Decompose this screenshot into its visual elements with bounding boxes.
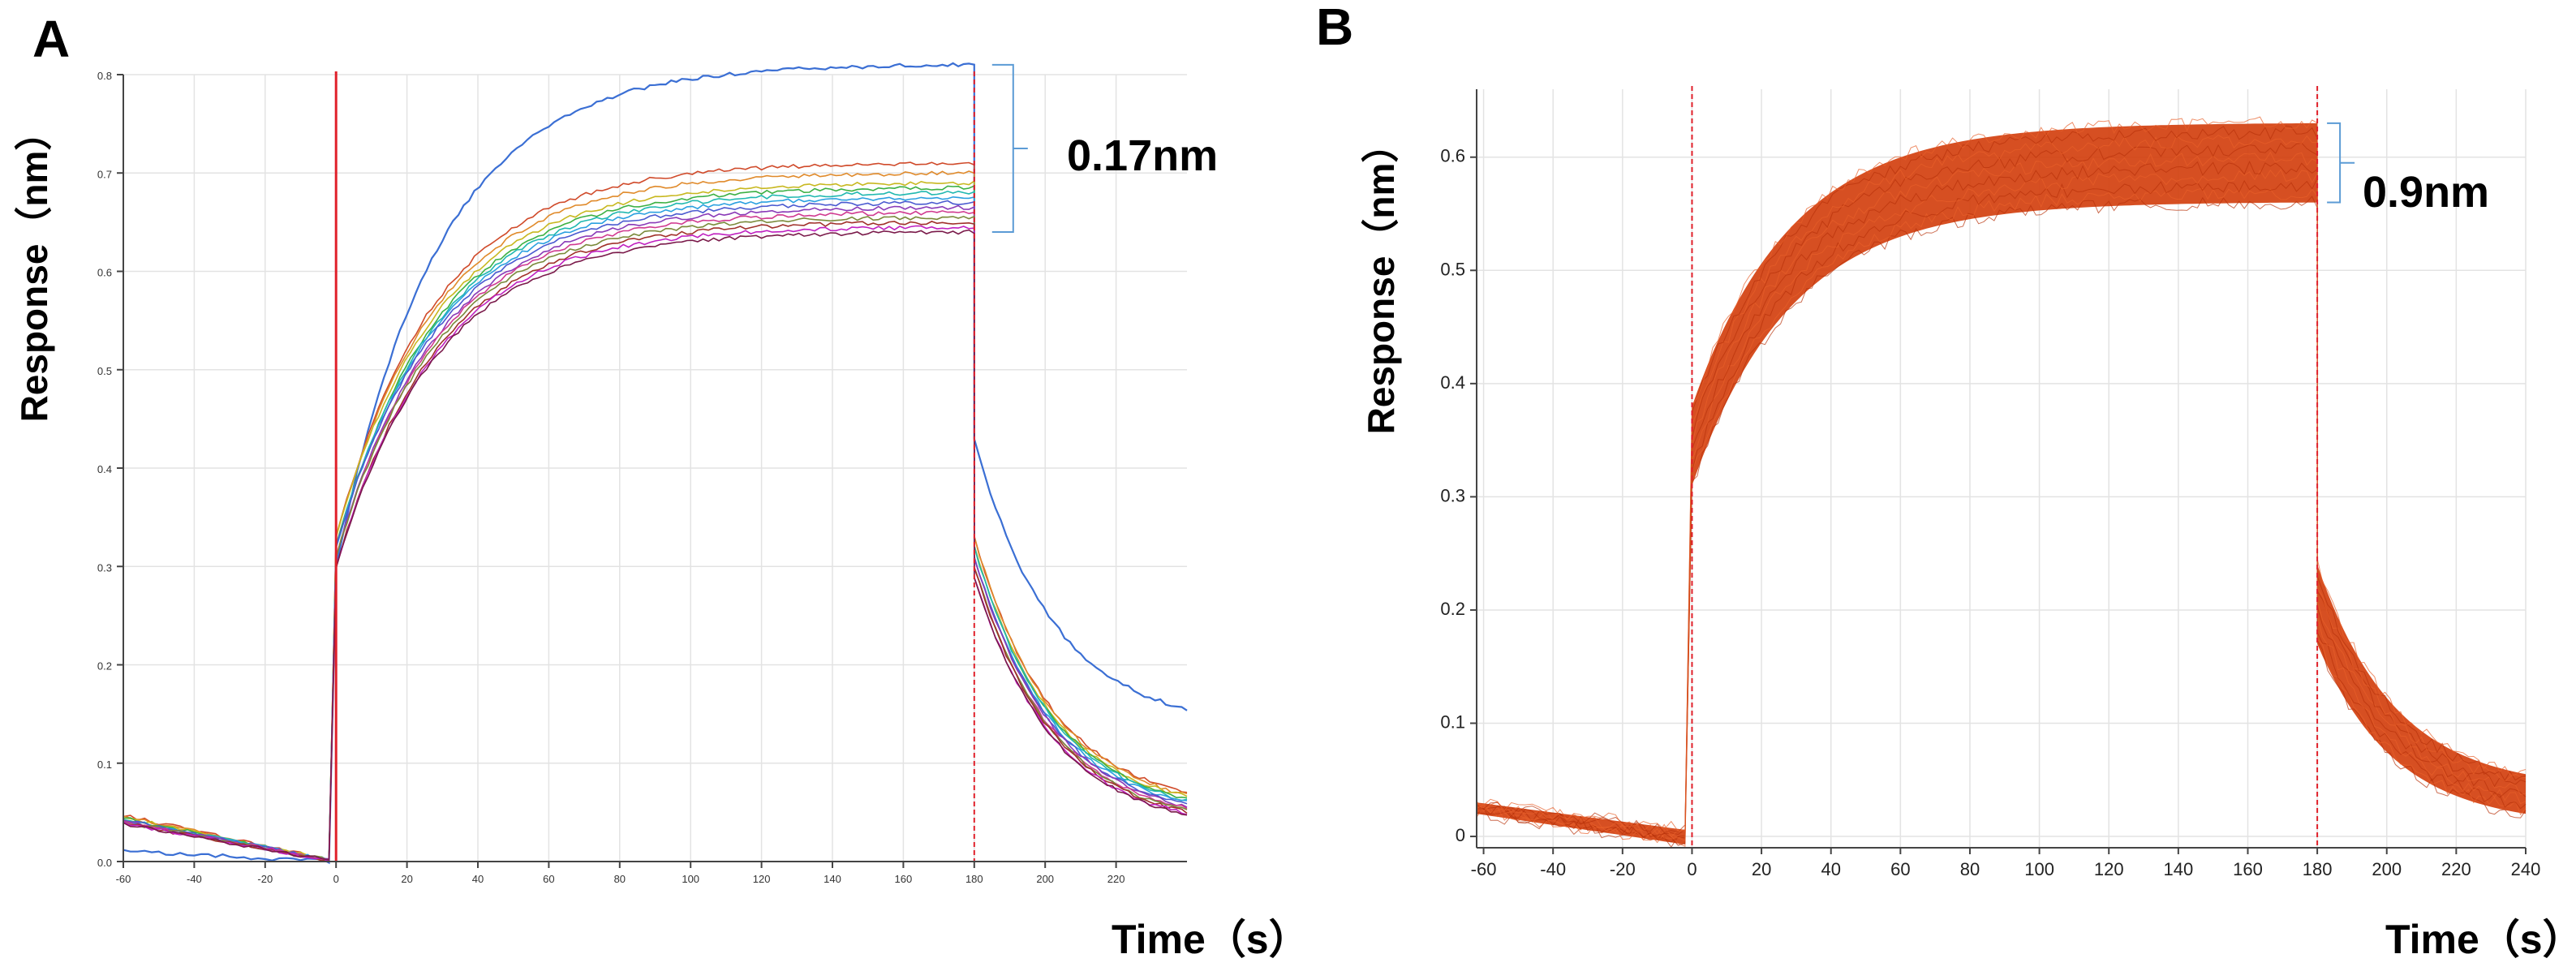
x-tick-label: 160	[2233, 859, 2263, 879]
series-line-11	[123, 217, 1187, 862]
x-tick-label: 180	[965, 873, 983, 885]
x-tick-label: -40	[1540, 859, 1566, 879]
x-tick-label: 0	[333, 873, 339, 885]
series-line-7	[123, 197, 1187, 861]
series-strand	[1477, 188, 2526, 846]
x-tick-label: 180	[2303, 859, 2333, 879]
y-tick-label: 0.0	[97, 857, 112, 869]
y-tick-label: 0.3	[97, 561, 112, 574]
bracket-shape	[992, 65, 1028, 232]
panel-b-bracket	[2327, 123, 2355, 203]
x-tick-label: 240	[2511, 859, 2541, 879]
x-tick-label: -60	[116, 873, 131, 885]
series-line-5	[123, 186, 1187, 860]
y-tick-label: 0.2	[97, 660, 112, 673]
series-strand	[1477, 143, 2526, 836]
panel-a-letter: A	[32, 10, 70, 68]
x-tick-label: 100	[2024, 859, 2054, 879]
x-tick-label: -20	[257, 873, 273, 885]
x-tick-label: 100	[682, 873, 699, 885]
x-tick-label: 200	[2372, 859, 2402, 879]
x-tick-label: 0	[1687, 859, 1697, 879]
panel-a: A -60 -40 -20 0 20 40 60 80 100 120 140 160 180 200 22…	[13, 10, 1310, 962]
y-tick-label: 0.7	[97, 168, 112, 180]
x-tick-label: 80	[614, 873, 626, 885]
y-tick-label: 0.3	[1440, 485, 1465, 505]
series-line-3	[123, 171, 1187, 862]
panel-b-letter: B	[1316, 0, 1353, 56]
x-tick-label: 20	[1752, 859, 1771, 879]
x-tick-label: 60	[543, 873, 554, 885]
x-tick-label: 220	[2441, 859, 2471, 879]
figure: A -60 -40 -20 0 20 40 60 80 100 120 140 160 180 200 22…	[0, 0, 2576, 967]
x-tick-label: 220	[1107, 873, 1125, 885]
y-tick-label: 0.5	[97, 365, 112, 377]
series-line-12	[123, 221, 1187, 861]
x-tick-label: 140	[824, 873, 841, 885]
series-line-6	[123, 191, 1187, 861]
x-tick-label: 140	[2163, 859, 2193, 879]
panel-a-series	[123, 63, 1187, 863]
panel-a-ylabel: Response（nm）	[13, 114, 55, 423]
series-strand	[1477, 196, 2526, 847]
x-tick-label: 120	[753, 873, 771, 885]
panel-b-ylabel: Response（nm）	[1360, 126, 1402, 435]
series-strand	[1477, 161, 2526, 842]
x-tick-label: 80	[1960, 859, 1980, 879]
y-tick-label: 0.4	[97, 463, 112, 475]
panel-a-phase-markers	[336, 71, 974, 862]
y-tick-label: 0.1	[97, 759, 112, 771]
series-band	[1477, 123, 2526, 845]
x-tick-label: -20	[1610, 859, 1636, 879]
x-tick-label: 40	[472, 873, 484, 885]
series-line-10	[123, 211, 1187, 862]
x-tick-label: 200	[1036, 873, 1054, 885]
panel-b-annotation: 0.9nm	[2363, 168, 2489, 217]
y-tick-label: 0.6	[97, 267, 112, 279]
bracket-shape	[2327, 123, 2355, 203]
y-tick-label: 0.6	[1440, 146, 1465, 166]
panel-a-xlabel: Time（s）	[1112, 917, 1310, 962]
x-tick-label: 40	[1821, 859, 1840, 879]
y-tick-label: 0.8	[97, 70, 112, 82]
series-line-8	[123, 201, 1187, 862]
panel-a-grid	[123, 75, 1187, 862]
panel-a-bracket	[992, 65, 1028, 232]
y-tick-label: 0	[1456, 825, 1465, 845]
series-line-1	[123, 63, 1187, 863]
panel-b: B -60 -40 -20 0 20 40 60 80 100 120 140 160 180 200 22…	[1316, 0, 2576, 962]
series-strand	[1477, 178, 2526, 845]
series-line-14	[123, 230, 1187, 860]
x-tick-label: 60	[1890, 859, 1910, 879]
y-tick-label: 0.2	[1440, 599, 1465, 619]
panel-a-annotation: 0.17nm	[1067, 131, 1218, 180]
x-tick-label: 160	[895, 873, 913, 885]
x-tick-label: 120	[2094, 859, 2124, 879]
x-tick-label: -40	[187, 873, 202, 885]
y-tick-label: 0.4	[1440, 372, 1465, 393]
y-tick-label: 0.1	[1440, 711, 1465, 732]
panel-b-ticks: -60 -40 -20 0 20 40 60 80 100 120 140 160 180 200 220 2…	[1440, 146, 2540, 879]
series-line-13	[123, 226, 1187, 862]
series-line-2	[123, 162, 1187, 860]
x-tick-label: -60	[1471, 859, 1497, 879]
panel-b-xlabel: Time（s）	[2385, 917, 2576, 962]
x-tick-label: 20	[401, 873, 412, 885]
series-line-4	[123, 181, 1187, 860]
panel-b-series	[1477, 117, 2526, 847]
series-line-9	[123, 206, 1187, 859]
y-tick-label: 0.5	[1440, 259, 1465, 279]
